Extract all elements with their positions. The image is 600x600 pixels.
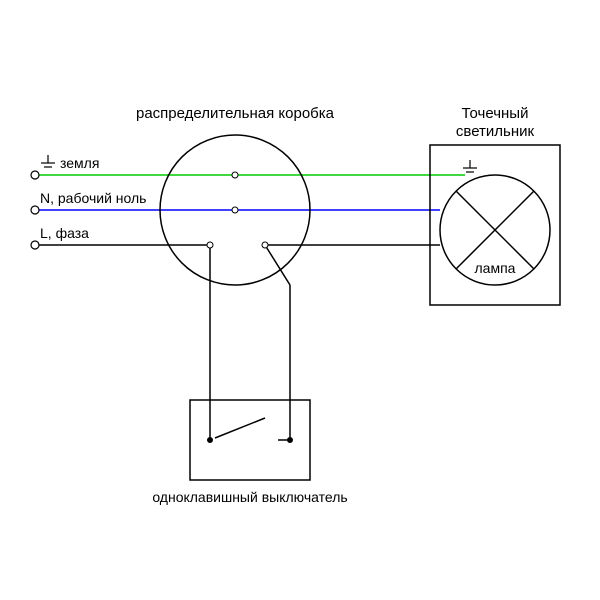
terminal-neutral — [31, 206, 39, 214]
terminal-live — [31, 241, 39, 249]
junction-dot-live-left — [207, 242, 213, 248]
junction-dot-live-right — [262, 242, 268, 248]
switch-label: одноклавишный выключатель — [152, 489, 347, 505]
spotlight-label-1: Точечный — [462, 105, 529, 122]
neutral-label: N, рабочий ноль — [40, 190, 146, 206]
live-label: L, фаза — [40, 225, 89, 241]
spotlight-label-2: светильник — [456, 123, 535, 140]
earth-symbol-icon — [41, 155, 55, 167]
lamp-label: лампа — [475, 260, 516, 276]
wiring-diagram: распределительная коробка Точечный свети… — [0, 0, 600, 600]
junction-dot-earth — [232, 172, 238, 178]
junction-dot-neutral — [232, 207, 238, 213]
terminal-earth — [31, 171, 39, 179]
junction-box-label: распределительная коробка — [136, 105, 335, 122]
earth-label: земля — [60, 155, 99, 171]
switch-lever — [215, 418, 265, 438]
switch-contact-left — [207, 437, 213, 443]
